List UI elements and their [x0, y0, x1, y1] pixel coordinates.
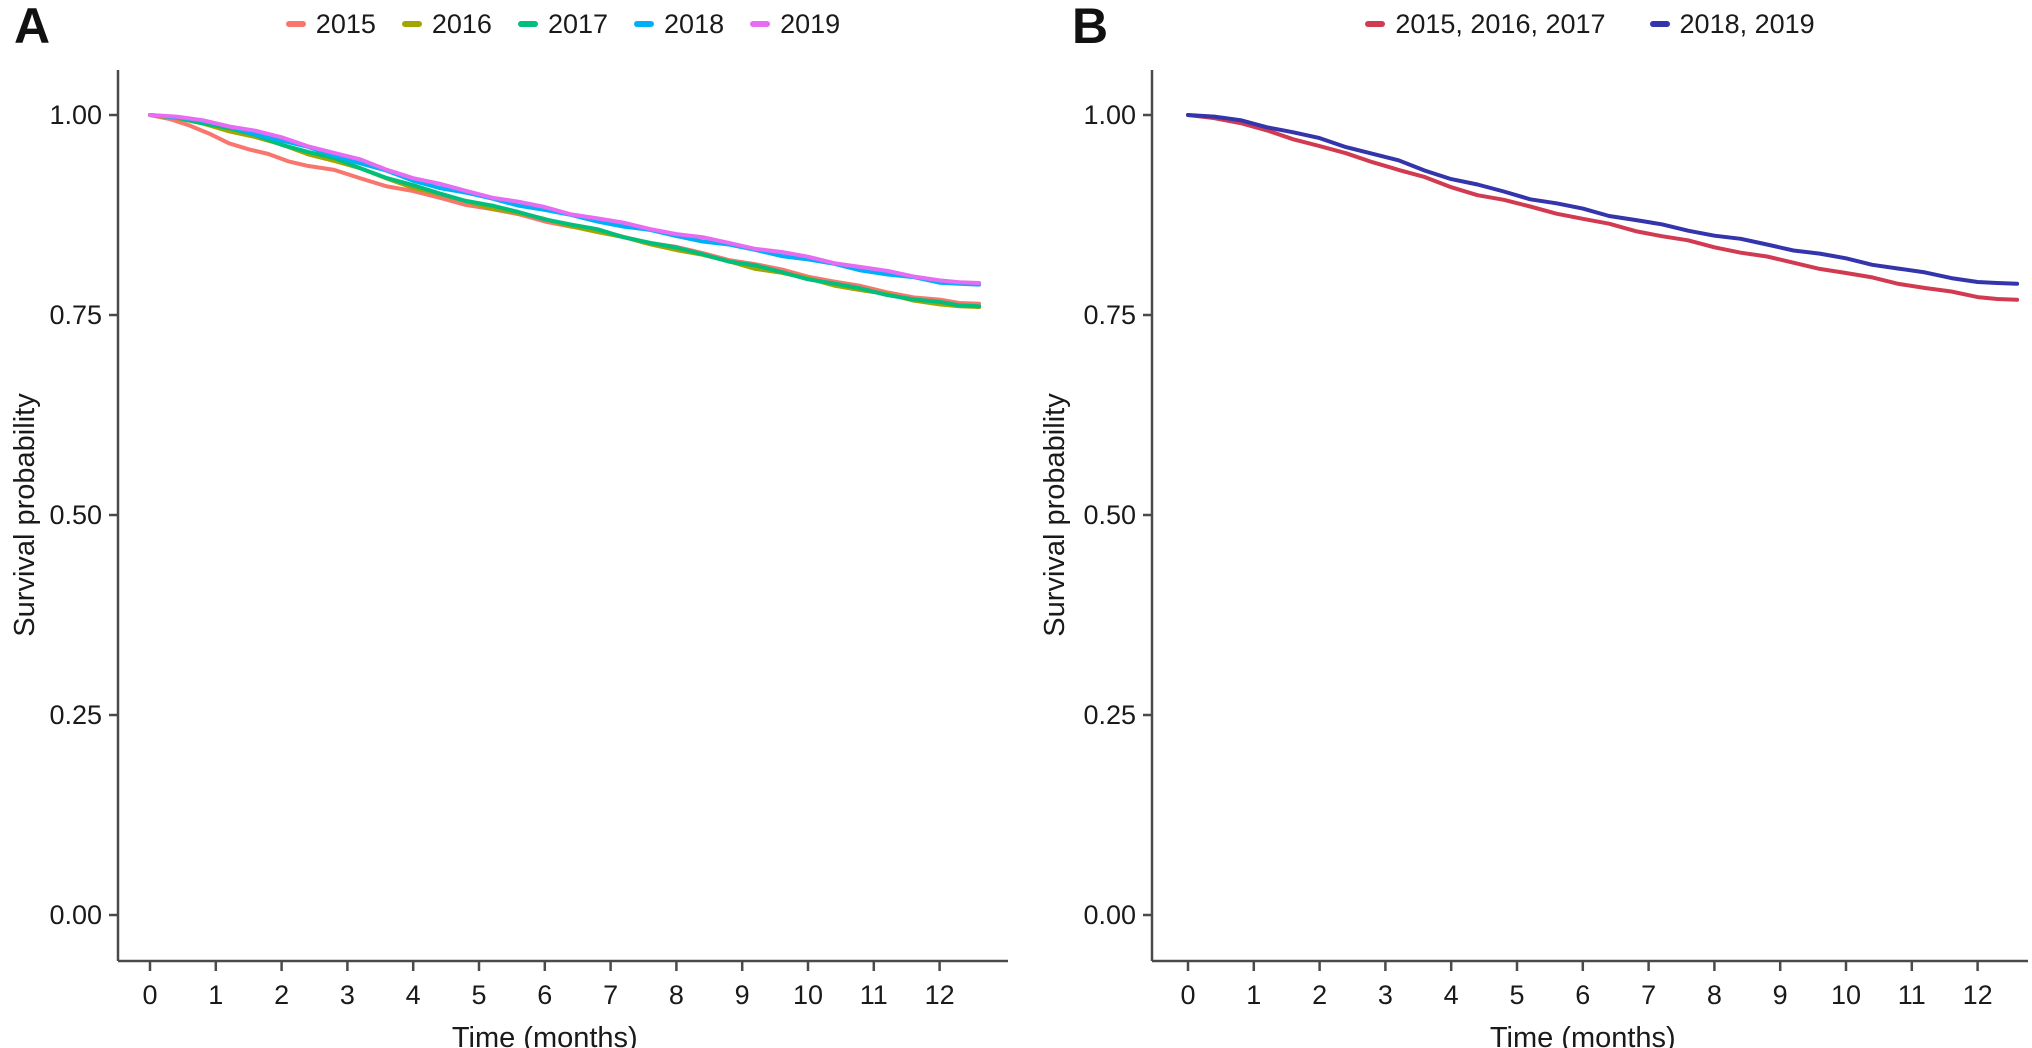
- x-tick-label: 3: [1378, 980, 1393, 1010]
- x-tick-label: 4: [1444, 980, 1459, 1010]
- y-tick-label: 0.00: [1083, 900, 1136, 930]
- x-tick-label: 11: [860, 980, 888, 1010]
- y-tick-label: 0.25: [1083, 700, 1136, 730]
- legend-item-2016: 2016: [401, 8, 492, 40]
- legend-label: 2018, 2019: [1679, 8, 1815, 39]
- legend-key-dash: [750, 21, 771, 27]
- legend-key-dash: [634, 21, 655, 27]
- panel-b: B 2015, 2016, 2017 2018, 2019 1.00 0.75 0.5…: [1016, 0, 2032, 1048]
- x-tick-label: 6: [537, 980, 552, 1010]
- x-tick-label: 0: [1180, 980, 1195, 1010]
- y-axis-title: Survival probability: [9, 393, 41, 637]
- legend-label: 2018: [664, 8, 725, 39]
- legend-key-dash: [517, 21, 538, 27]
- x-tick-label: 12: [1963, 980, 1993, 1010]
- y-tick-label: 0.50: [1083, 500, 1136, 530]
- legend-item-2017: 2017: [517, 8, 609, 40]
- y-axis-title: Survival probability: [1039, 393, 1071, 637]
- survival-curve-2018: [148, 113, 982, 287]
- y-tick-label: 0.25: [49, 700, 102, 730]
- survival-curve-2018-2019: [1186, 113, 2020, 286]
- x-tick-label: 5: [1509, 980, 1524, 1010]
- x-axis-title: Time (months): [1490, 1022, 1676, 1048]
- x-tick-label: 0: [142, 980, 157, 1010]
- legend-label: 2019: [780, 8, 841, 39]
- x-tick-label: 9: [735, 980, 750, 1010]
- x-tick-label: 2: [274, 980, 289, 1010]
- panel-a-letter: A: [14, 0, 51, 54]
- legend-label: 2015, 2016, 2017: [1395, 8, 1606, 39]
- x-tick-label: 10: [1831, 980, 1861, 1010]
- x-tick-label: 9: [1773, 980, 1788, 1010]
- legend-key-dash: [1365, 21, 1386, 27]
- legend-item-2015: 2015: [285, 8, 376, 40]
- legend-key-dash: [285, 21, 306, 27]
- legend-label: 2017: [547, 8, 609, 39]
- x-tick-label: 10: [793, 980, 823, 1010]
- x-tick-label: 5: [471, 980, 486, 1010]
- survival-curve-2015-2016-2017: [1186, 113, 2020, 302]
- x-tick-label: 1: [1246, 980, 1261, 1010]
- survival-plot-b: 1.000.750.500.250.000 1 2 3 4 5 6 7 8 9 10 11 12Time…: [1039, 70, 2028, 1048]
- panel-b-letter: B: [1072, 0, 1109, 54]
- legend-a: 2015 2016 2017 2018 2019: [118, 6, 1008, 42]
- x-tick-label: 11: [1898, 980, 1926, 1010]
- x-tick-label: 12: [925, 980, 955, 1010]
- legend-key-dash: [1649, 21, 1670, 27]
- legend-item-2018: 2018: [634, 9, 724, 40]
- x-tick-label: 6: [1575, 980, 1590, 1010]
- survival-plot-a: 1.000.750.500.250.000 1 2 3 4 5 6 7 8 9 10 11 12Time…: [9, 70, 1008, 1048]
- x-tick-label: 8: [1707, 980, 1722, 1010]
- x-tick-label: 1: [208, 980, 223, 1010]
- y-tick-label: 0.75: [49, 300, 102, 330]
- survival-curve-2019: [148, 113, 982, 285]
- survival-curve-2015: [148, 113, 982, 306]
- x-tick-label: 8: [669, 980, 684, 1010]
- legend-item-2015-2016-2017: 2015, 2016, 2017: [1365, 8, 1606, 40]
- x-tick-label: 4: [406, 980, 421, 1010]
- x-tick-label: 7: [603, 980, 618, 1010]
- legend-item-2018-2019: 2018, 2019: [1649, 8, 1815, 40]
- legend-item-2019: 2019: [750, 9, 840, 40]
- legend-key-dash: [401, 21, 422, 27]
- legend-label: 2016: [431, 8, 492, 39]
- x-axis-title: Time (months): [452, 1022, 638, 1048]
- x-tick-label: 7: [1641, 980, 1656, 1010]
- legend-label: 2015: [315, 8, 376, 39]
- panel-a: A 2015 2016 2017 2018 2019 1.00 0.75 0.50 0.25 0…: [9, 0, 1008, 1048]
- y-tick-label: 0.75: [1083, 300, 1136, 330]
- x-tick-label: 2: [1312, 980, 1327, 1010]
- y-tick-label: 0.50: [49, 500, 102, 530]
- y-tick-label: 0.00: [49, 900, 102, 930]
- survival-curve-2017: [148, 113, 982, 309]
- x-tick-label: 3: [340, 980, 355, 1010]
- y-tick-label: 1.00: [1083, 100, 1136, 130]
- legend-b: 2015, 2016, 2017 2018, 2019: [1152, 6, 2028, 42]
- y-tick-label: 1.00: [49, 100, 102, 130]
